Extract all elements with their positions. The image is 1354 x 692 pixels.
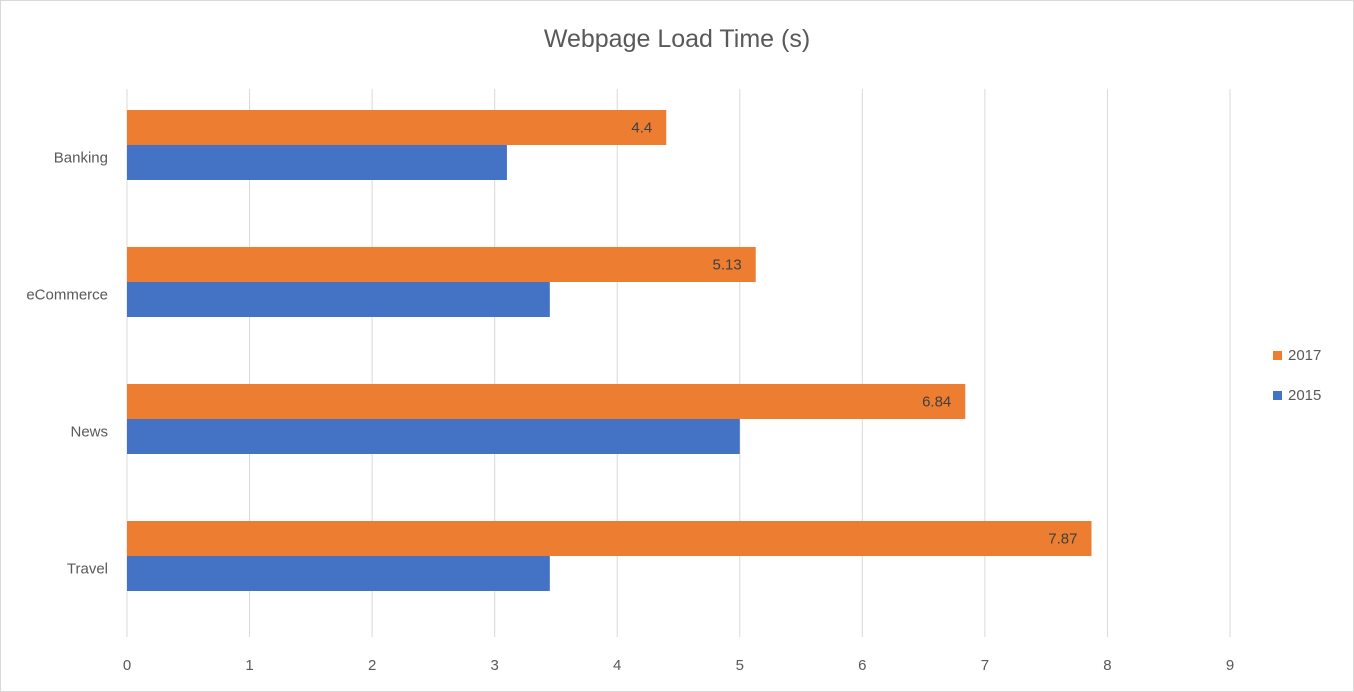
x-tick-label-3: 3	[490, 657, 498, 674]
legend-label-2015: 2015	[1288, 387, 1322, 404]
chart-title: Webpage Load Time (s)	[543, 25, 811, 53]
x-tick-label-9: 9	[1226, 657, 1234, 674]
legend-swatch-2015	[1273, 391, 1282, 400]
bar-2017-banking	[127, 110, 667, 145]
legend-label-2017: 2017	[1288, 347, 1322, 364]
data-label-2017-travel: 7.87	[1048, 531, 1077, 548]
y-tick-label-news: News	[70, 424, 108, 441]
legend: 2017 2015	[1273, 345, 1321, 425]
x-tick-label-4: 4	[613, 657, 621, 674]
legend-item-2017: 2017	[1273, 345, 1321, 366]
x-tick-label-5: 5	[736, 657, 744, 674]
x-tick-label-2: 2	[368, 657, 376, 674]
bar-2015-banking	[127, 145, 507, 180]
legend-item-2015: 2015	[1273, 385, 1321, 406]
bar-2015-news	[127, 419, 740, 454]
data-label-2017-news: 6.84	[922, 394, 951, 411]
x-tick-label-0: 0	[123, 657, 131, 674]
bar-2017-travel	[127, 521, 1092, 556]
bar-2015-travel	[127, 556, 550, 591]
bar-2017-news	[127, 384, 966, 419]
data-label-2017-ecommerce: 5.13	[713, 257, 742, 274]
x-tick-label-6: 6	[858, 657, 866, 674]
legend-swatch-2017	[1273, 351, 1282, 360]
x-tick-label-8: 8	[1103, 657, 1111, 674]
bar-2017-ecommerce	[127, 247, 756, 282]
x-tick-label-1: 1	[245, 657, 253, 674]
x-tick-label-7: 7	[981, 657, 989, 674]
y-tick-label-banking: Banking	[54, 150, 108, 167]
y-tick-label-ecommerce: eCommerce	[26, 287, 108, 304]
data-label-2017-banking: 4.4	[631, 120, 652, 137]
y-tick-label-travel: Travel	[67, 561, 108, 578]
bar-2015-ecommerce	[127, 282, 550, 317]
